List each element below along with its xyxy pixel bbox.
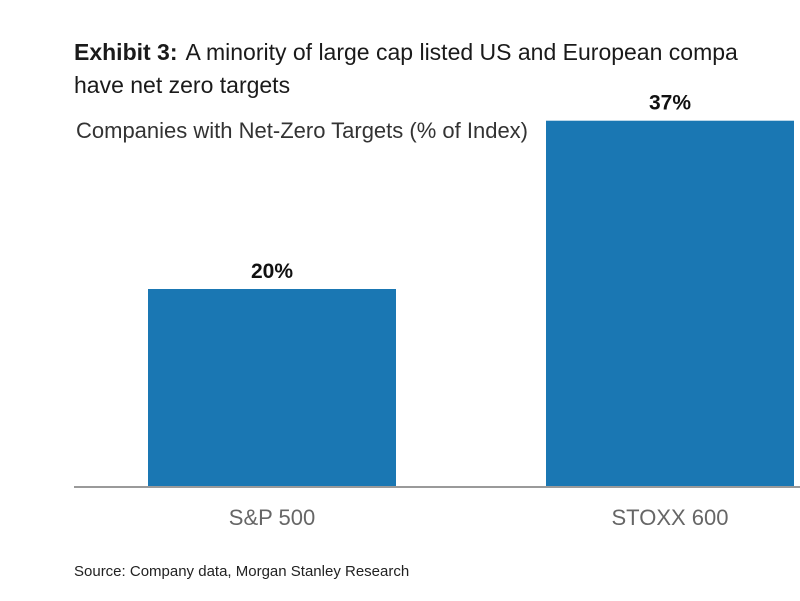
exhibit-label: Exhibit 3:: [74, 39, 178, 65]
data-label-0: 20%: [251, 260, 293, 283]
chart-title: Companies with Net-Zero Targets (% of In…: [76, 118, 528, 143]
bars-layer: [148, 120, 794, 487]
bar-0: [148, 289, 396, 487]
bar-1: [546, 120, 794, 487]
category-label-1: STOXX 600: [612, 505, 729, 530]
exhibit-title-line-1: Exhibit 3: A minority of large cap listed…: [74, 36, 738, 69]
exhibit-title-line-2: have net zero targets: [74, 72, 291, 98]
labels-layer: 20% S&P 500 37% STOXX 600: [229, 92, 729, 530]
category-label-0: S&P 500: [229, 505, 315, 530]
exhibit-title-text: A minority of large cap listed US and Eu…: [185, 39, 738, 65]
exhibit-heading: Exhibit 3: A minority of large cap listed…: [74, 36, 738, 102]
data-label-1: 37%: [649, 92, 691, 115]
source-note: Source: Company data, Morgan Stanley Res…: [74, 563, 410, 580]
